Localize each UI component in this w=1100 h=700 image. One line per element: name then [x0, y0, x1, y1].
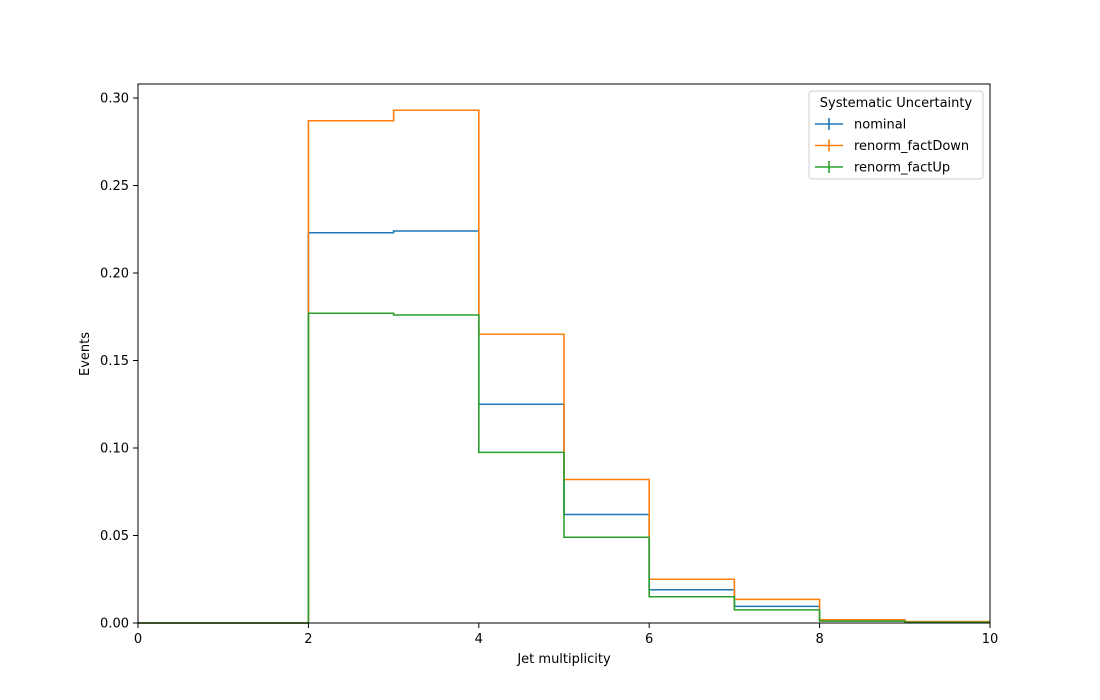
y-tick-label: 0.25	[100, 179, 129, 194]
y-axis-label: Events	[78, 332, 93, 376]
legend-entries: nominal renorm_factDown renorm_factUp	[815, 118, 969, 176]
series-line-renorm_factUp	[138, 312, 990, 624]
x-tick-label: 4	[475, 632, 483, 647]
legend-label-nominal: nominal	[854, 118, 906, 133]
y-tick-label: 0.20	[100, 267, 129, 282]
y-tick-label: 0.30	[100, 92, 129, 107]
plot-area	[138, 109, 990, 624]
x-axis-label: Jet multiplicity	[516, 652, 611, 667]
legend-label-renorm_factUp: renorm_factUp	[854, 161, 950, 176]
x-tick-label: 2	[304, 632, 312, 647]
x-tick-label: 8	[815, 632, 823, 647]
x-axis: 0 2 4 6 8 10	[134, 623, 998, 647]
legend-label-renorm_factDown: renorm_factDown	[854, 139, 969, 154]
y-tick-label: 0.05	[100, 529, 129, 544]
y-tick-label: 0.00	[100, 617, 129, 632]
axes-frame	[137, 83, 991, 624]
x-tick-label: 6	[645, 632, 653, 647]
legend: Systematic Uncertainty nominal renorm_fac…	[808, 90, 984, 180]
y-tick-label: 0.15	[100, 354, 129, 369]
x-tick-label: 10	[982, 632, 999, 647]
y-tick-label: 0.10	[100, 442, 129, 457]
legend-box	[808, 90, 984, 180]
x-tick-label: 0	[134, 632, 142, 647]
legend-title: Systematic Uncertainty	[820, 96, 973, 111]
series-line-renorm_factDown	[138, 109, 990, 624]
y-axis: 0.00 0.05 0.10 0.15 0.20 0.25 0.30	[100, 92, 138, 632]
